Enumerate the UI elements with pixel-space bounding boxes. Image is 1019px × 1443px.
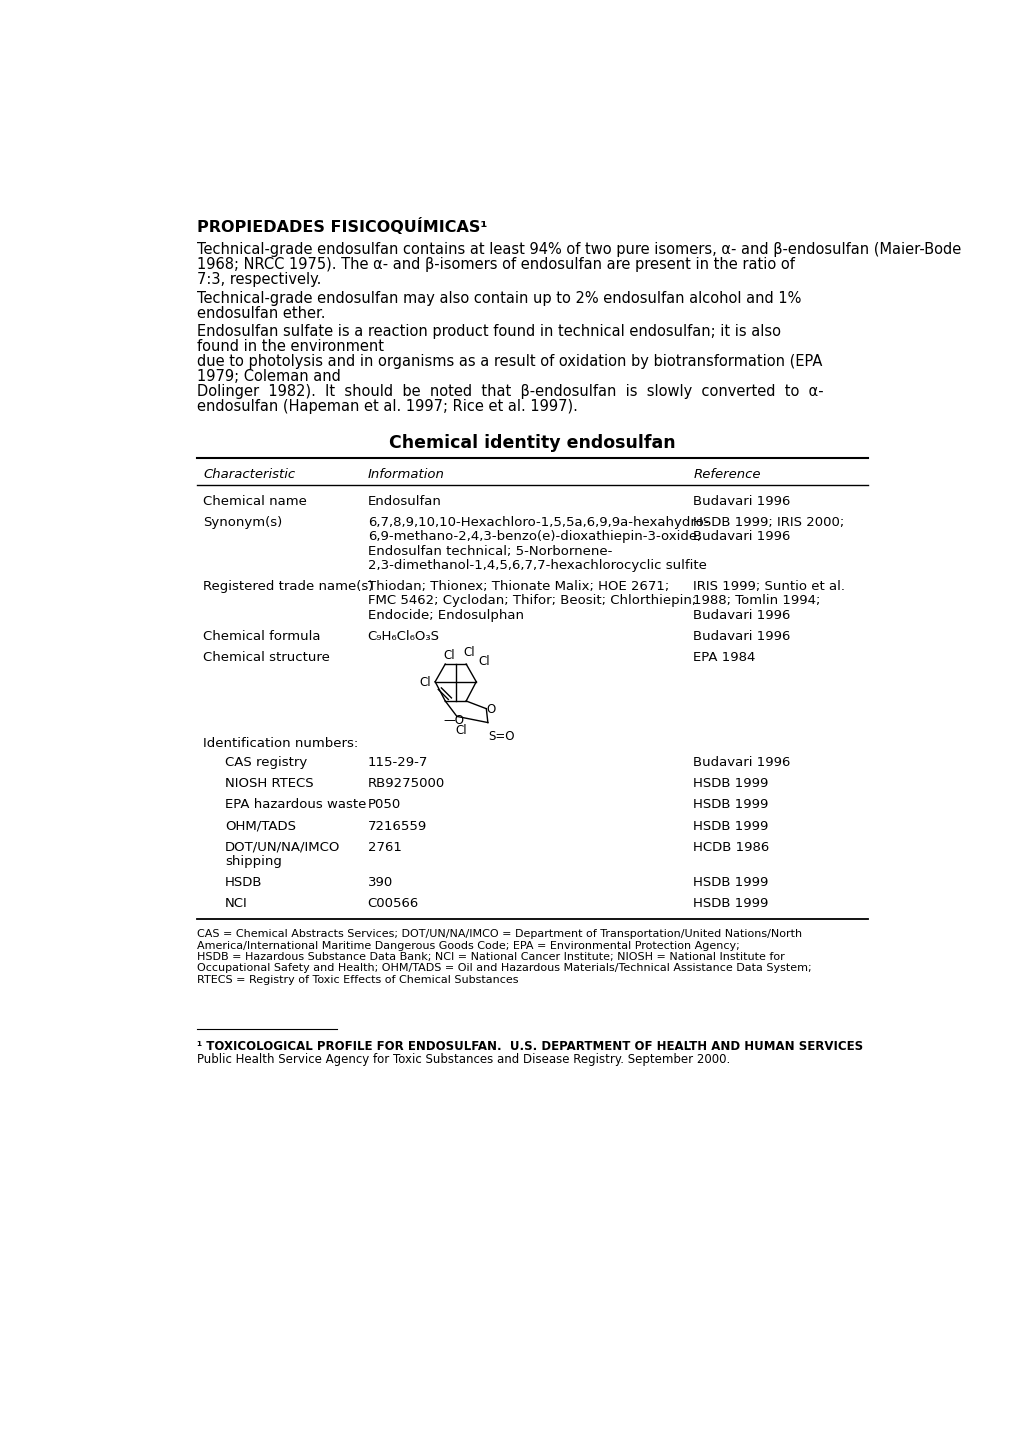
Text: DOT/UN/NA/IMCO: DOT/UN/NA/IMCO [225, 841, 340, 854]
Text: Synonym(s): Synonym(s) [203, 517, 282, 530]
Text: HSDB 1999: HSDB 1999 [693, 820, 768, 833]
Text: endosulfan (Hapeman et al. 1997; Rice et al. 1997).: endosulfan (Hapeman et al. 1997; Rice et… [197, 398, 578, 414]
Text: IRIS 1999; Suntio et al.: IRIS 1999; Suntio et al. [693, 580, 845, 593]
Text: HSDB 1999; IRIS 2000;: HSDB 1999; IRIS 2000; [693, 517, 844, 530]
Text: OHM/TADS: OHM/TADS [225, 820, 296, 833]
Text: Cl: Cl [442, 649, 454, 662]
Text: Cl: Cl [419, 677, 431, 690]
Text: HSDB 1999: HSDB 1999 [693, 898, 768, 911]
Text: Cl: Cl [463, 645, 474, 658]
Text: HSDB: HSDB [225, 876, 263, 889]
Text: Identification numbers:: Identification numbers: [203, 737, 359, 750]
Text: Cl: Cl [478, 655, 490, 668]
Text: Budavari 1996: Budavari 1996 [693, 531, 790, 544]
Text: NIOSH RTECS: NIOSH RTECS [225, 778, 314, 791]
Text: Endosulfan: Endosulfan [368, 495, 441, 508]
Text: Dolinger  1982).  It  should  be  noted  that  β-endosulfan  is  slowly  convert: Dolinger 1982). It should be noted that … [197, 384, 823, 398]
Text: FMC 5462; Cyclodan; Thifor; Beosit; Chlorthiepin;: FMC 5462; Cyclodan; Thifor; Beosit; Chlo… [368, 595, 695, 608]
Text: Information: Information [368, 468, 444, 481]
Text: RTECS = Registry of Toxic Effects of Chemical Substances: RTECS = Registry of Toxic Effects of Che… [197, 975, 519, 986]
Text: 1988; Tomlin 1994;: 1988; Tomlin 1994; [693, 595, 820, 608]
Text: due to photolysis and in organisms as a result of oxidation by biotransformation: due to photolysis and in organisms as a … [197, 354, 821, 369]
Text: Budavari 1996: Budavari 1996 [693, 756, 790, 769]
Text: 7216559: 7216559 [368, 820, 427, 833]
Text: EPA hazardous waste: EPA hazardous waste [225, 798, 366, 811]
Text: 6,9-methano-2,4,3-benzo(e)-dioxathiepin-3-oxide;: 6,9-methano-2,4,3-benzo(e)-dioxathiepin-… [368, 531, 701, 544]
Text: Public Health Service Agency for Toxic Substances and Disease Registry. Septembe: Public Health Service Agency for Toxic S… [197, 1053, 730, 1066]
Text: Registered trade name(s): Registered trade name(s) [203, 580, 373, 593]
Text: Chemical name: Chemical name [203, 495, 307, 508]
Text: 115-29-7: 115-29-7 [368, 756, 428, 769]
Text: CAS = Chemical Abstracts Services; DOT/UN/NA/IMCO = Department of Transportation: CAS = Chemical Abstracts Services; DOT/U… [197, 929, 802, 939]
Text: 6,7,8,9,10,10-Hexachloro-1,5,5a,6,9,9a-hexahydro-: 6,7,8,9,10,10-Hexachloro-1,5,5a,6,9,9a-h… [368, 517, 708, 530]
Text: P050: P050 [368, 798, 400, 811]
Text: Technical-grade endosulfan contains at least 94% of two pure isomers, α- and β-e: Technical-grade endosulfan contains at l… [197, 242, 961, 257]
Text: PROPIEDADES FISICOQUÍMICAS¹: PROPIEDADES FISICOQUÍMICAS¹ [197, 218, 487, 235]
Text: HSDB 1999: HSDB 1999 [693, 778, 768, 791]
Text: Thiodan; Thionex; Thionate Malix; HOE 2671;: Thiodan; Thionex; Thionate Malix; HOE 26… [368, 580, 668, 593]
Text: NCI: NCI [225, 898, 248, 911]
Text: Budavari 1996: Budavari 1996 [693, 629, 790, 642]
Text: HCDB 1986: HCDB 1986 [693, 841, 768, 854]
Text: Chemical formula: Chemical formula [203, 629, 321, 642]
Text: Budavari 1996: Budavari 1996 [693, 495, 790, 508]
Text: Chemical structure: Chemical structure [203, 651, 330, 664]
Text: HSDB = Hazardous Substance Data Bank; NCI = National Cancer Institute; NIOSH = N: HSDB = Hazardous Substance Data Bank; NC… [197, 952, 785, 962]
Text: Technical-grade endosulfan may also contain up to 2% endosulfan alcohol and 1%: Technical-grade endosulfan may also cont… [197, 290, 801, 306]
Text: 1968; NRCC 1975). The α- and β-isomers of endosulfan are present in the ratio of: 1968; NRCC 1975). The α- and β-isomers o… [197, 257, 795, 273]
Text: HSDB 1999: HSDB 1999 [693, 876, 768, 889]
Text: found in the environment: found in the environment [197, 339, 384, 354]
Text: Budavari 1996: Budavari 1996 [693, 609, 790, 622]
Text: shipping: shipping [225, 856, 281, 869]
Text: CAS registry: CAS registry [225, 756, 307, 769]
Text: ¹ TOXICOLOGICAL PROFILE FOR ENDOSULFAN.  U.S. DEPARTMENT OF HEALTH AND HUMAN SER: ¹ TOXICOLOGICAL PROFILE FOR ENDOSULFAN. … [197, 1040, 862, 1053]
Text: endosulfan ether.: endosulfan ether. [197, 306, 325, 320]
Text: Chemical identity endosulfan: Chemical identity endosulfan [388, 434, 676, 452]
Text: HSDB 1999: HSDB 1999 [693, 798, 768, 811]
Text: America/International Maritime Dangerous Goods Code; EPA = Environmental Protect: America/International Maritime Dangerous… [197, 941, 739, 951]
Text: EPA 1984: EPA 1984 [693, 651, 755, 664]
Text: Cl: Cl [454, 724, 467, 737]
Text: 2761: 2761 [368, 841, 401, 854]
Text: Endocide; Endosulphan: Endocide; Endosulphan [368, 609, 523, 622]
Text: C00566: C00566 [368, 898, 419, 911]
Text: 1979; Coleman and: 1979; Coleman and [197, 369, 340, 384]
Text: Occupational Safety and Health; OHM/TADS = Oil and Hazardous Materials/Technical: Occupational Safety and Health; OHM/TADS… [197, 964, 811, 974]
Text: 7:3, respectively.: 7:3, respectively. [197, 273, 321, 287]
Text: 390: 390 [368, 876, 392, 889]
Text: 2,3-dimethanol-1,4,5,6,7,7-hexachlorocyclic sulfite: 2,3-dimethanol-1,4,5,6,7,7-hexachlorocyc… [368, 558, 706, 571]
Text: —O: —O [442, 714, 464, 727]
Text: Reference: Reference [693, 468, 760, 481]
Text: Endosulfan technical; 5-Norbornene-: Endosulfan technical; 5-Norbornene- [368, 544, 611, 557]
Text: RB9275000: RB9275000 [368, 778, 444, 791]
Text: O: O [486, 703, 495, 716]
Text: Characteristic: Characteristic [203, 468, 296, 481]
Text: C₉H₆Cl₆O₃S: C₉H₆Cl₆O₃S [368, 629, 439, 642]
Text: Endosulfan sulfate is a reaction product found in technical endosulfan; it is al: Endosulfan sulfate is a reaction product… [197, 323, 781, 339]
Text: S=O: S=O [487, 730, 514, 743]
